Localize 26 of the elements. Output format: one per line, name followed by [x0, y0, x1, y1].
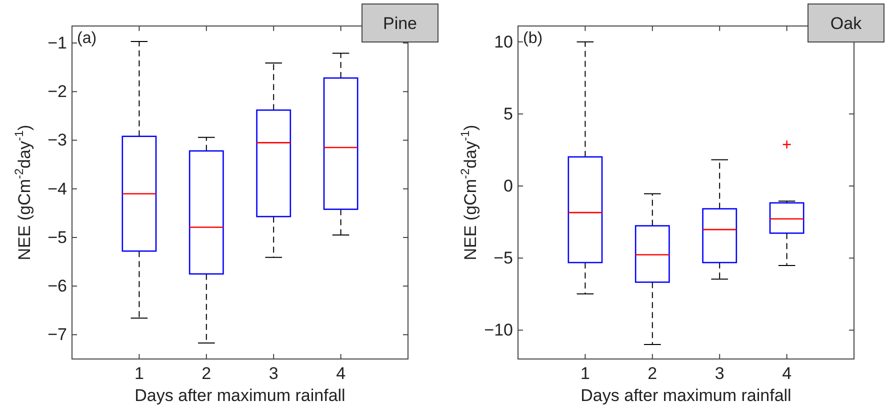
x-tick-label: 1 — [134, 364, 144, 383]
y-tick-label: −6 — [48, 276, 67, 296]
annotation: (a) — [77, 30, 97, 47]
y-tick-label: −2 — [48, 82, 67, 102]
x-tick-label: 2 — [202, 364, 212, 383]
chart-title: Pine — [382, 14, 418, 33]
x-tick-label: 4 — [336, 364, 346, 383]
y-tick-label: −10 — [484, 320, 513, 340]
x-tick-label: 1 — [580, 364, 590, 383]
x-axis-title: Days after maximum rainfall — [134, 386, 346, 405]
y-tick-label: −3 — [48, 130, 67, 150]
x-tick-label: 4 — [782, 364, 792, 383]
y-tick-label: −5 — [494, 248, 513, 268]
x-tick-label: 3 — [268, 364, 278, 383]
x-tick-label: 2 — [648, 364, 658, 383]
y-tick-label: 10 — [494, 32, 513, 52]
y-tick-label: −1 — [48, 34, 67, 53]
x-axis-title: Days after maximum rainfall — [580, 386, 792, 405]
x-tick-label: 3 — [714, 364, 724, 383]
y-tick-label: 0 — [504, 176, 513, 196]
y-tick-label: −4 — [48, 179, 67, 198]
y-tick-label: −7 — [48, 325, 67, 344]
chart-title: Oak — [830, 14, 862, 33]
y-tick-label: 5 — [504, 104, 513, 124]
annotation: (b) — [523, 30, 543, 47]
y-tick-label: −5 — [48, 228, 67, 247]
